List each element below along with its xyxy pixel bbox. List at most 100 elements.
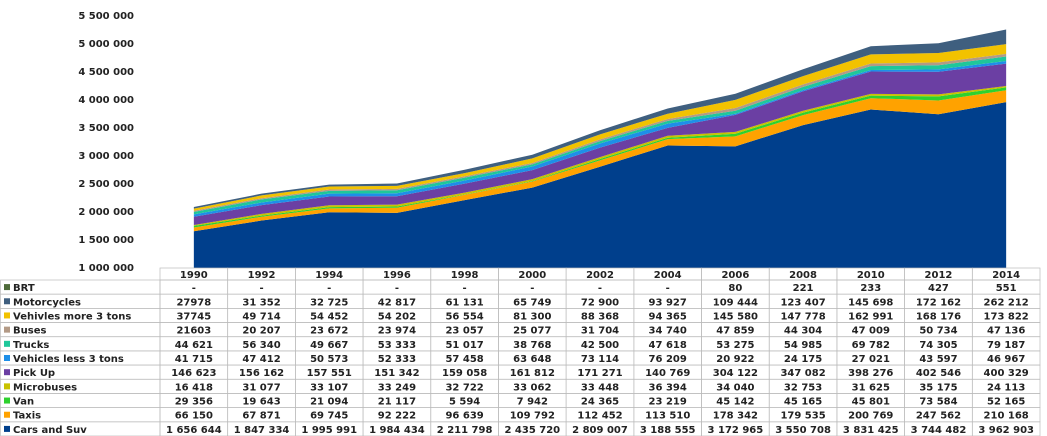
legend-swatch [4,355,10,361]
value-label: 47 136 [987,326,1025,337]
value-label: 113 510 [645,411,690,422]
value-label: 49 667 [310,340,348,351]
value-label: 157 551 [307,368,352,379]
value-label: 54 452 [310,311,348,322]
year-label: 1998 [451,270,479,281]
value-label: 3 744 482 [911,425,967,436]
y-tick-label: 5 000 000 [78,39,134,50]
value-label: 50 573 [310,354,348,365]
value-label: 20 922 [716,354,754,365]
y-tick-label: 5 500 000 [78,11,134,22]
value-label: 173 822 [984,311,1029,322]
y-tick-label: 4 000 000 [78,95,134,106]
value-label: 79 187 [987,340,1025,351]
legend-swatch [4,425,10,432]
value-label: 247 562 [916,411,961,422]
area [193,29,1007,209]
value-label: 168 176 [916,311,961,322]
value-label: 41 715 [175,354,213,365]
value-label: 123 407 [780,297,825,308]
value-label: 47 859 [716,326,754,337]
year-label: 2010 [857,270,885,281]
value-label: 69 782 [852,340,890,351]
legend-swatch [4,326,10,333]
year-label: 2004 [654,270,682,281]
value-label: 61 131 [445,297,483,308]
value-label: 31 077 [242,382,280,393]
value-label: 56 340 [242,340,280,351]
value-label: 80 [728,283,742,294]
value-label: 49 714 [242,311,280,322]
value-label: 54 985 [784,340,822,351]
legend-swatch [4,312,10,319]
legend-swatch [4,369,10,376]
value-label: 54 202 [378,311,416,322]
value-label: 93 927 [649,297,687,308]
value-label: 145 580 [713,311,758,322]
value-label: 551 [996,283,1017,294]
value-label: 45 165 [784,397,822,408]
area [193,56,1007,215]
value-label: 262 212 [984,297,1029,308]
value-label: 38 768 [513,340,551,351]
year-label: 2002 [586,270,614,281]
value-label: 63 648 [513,354,551,365]
legend-swatch [4,340,10,347]
value-label: 23 974 [378,326,416,337]
value-label: 92 222 [378,411,416,422]
value-label: 23 219 [649,397,687,408]
value-label: 44 304 [784,326,822,337]
value-label: 20 207 [242,326,280,337]
value-label: 2 809 007 [572,425,628,436]
value-label: 32 753 [784,382,822,393]
value-label: 47 618 [649,340,687,351]
value-label: 151 342 [374,368,419,379]
value-label: - [259,283,263,294]
value-label: 72 900 [581,297,619,308]
value-label: 32 725 [310,297,348,308]
y-tick-label: 1 000 000 [78,263,134,274]
value-label: 21 117 [378,397,416,408]
area [193,102,1007,269]
value-label: 53 275 [716,340,754,351]
value-label: 21 094 [310,397,348,408]
value-label: 47 412 [242,354,280,365]
value-label: 32 722 [445,382,483,393]
y-tick-label: 2 000 000 [78,207,134,218]
y-tick-label: 1 500 000 [78,235,134,246]
value-label: 2 211 798 [437,425,493,436]
value-label: 146 623 [171,368,216,379]
value-label: 1 656 644 [166,425,222,436]
value-label: 27 021 [852,354,890,365]
value-label: 45 142 [716,397,754,408]
value-label: 145 698 [848,297,893,308]
value-label: 37745 [176,311,211,322]
value-label: 31 352 [242,297,280,308]
value-label: 172 162 [916,297,961,308]
value-label: 73 114 [581,354,619,365]
value-label: 156 162 [239,368,284,379]
legend-swatch [4,397,10,404]
legend-swatch [4,298,10,305]
value-label: 112 452 [577,411,622,422]
value-label: 2 435 720 [504,425,560,436]
value-label: 67 871 [242,411,280,422]
value-label: 109 444 [713,297,758,308]
series-name: Taxis [13,411,41,422]
series-name: Motorcycles [13,297,81,308]
value-label: 52 165 [987,397,1025,408]
value-label: 96 639 [445,411,483,422]
value-label: 1 984 434 [369,425,425,436]
value-label: 3 550 708 [775,425,831,436]
year-label: 2006 [721,270,749,281]
series-name: Vehivles more 3 tons [13,311,131,322]
value-label: 65 749 [513,297,551,308]
value-label: 178 342 [713,411,758,422]
value-label: 3 172 965 [708,425,764,436]
series-name: Trucks [13,340,49,351]
value-label: 1 995 991 [301,425,357,436]
series-name: Pick Up [13,368,55,379]
value-label: 398 276 [848,368,893,379]
value-label: 46 967 [987,354,1025,365]
